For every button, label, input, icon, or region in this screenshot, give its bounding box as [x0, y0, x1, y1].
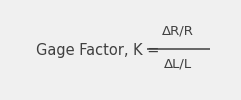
Text: ΔL/L: ΔL/L — [164, 58, 192, 71]
Text: ΔR/R: ΔR/R — [162, 25, 194, 38]
Text: Gage Factor, K =: Gage Factor, K = — [36, 43, 164, 58]
